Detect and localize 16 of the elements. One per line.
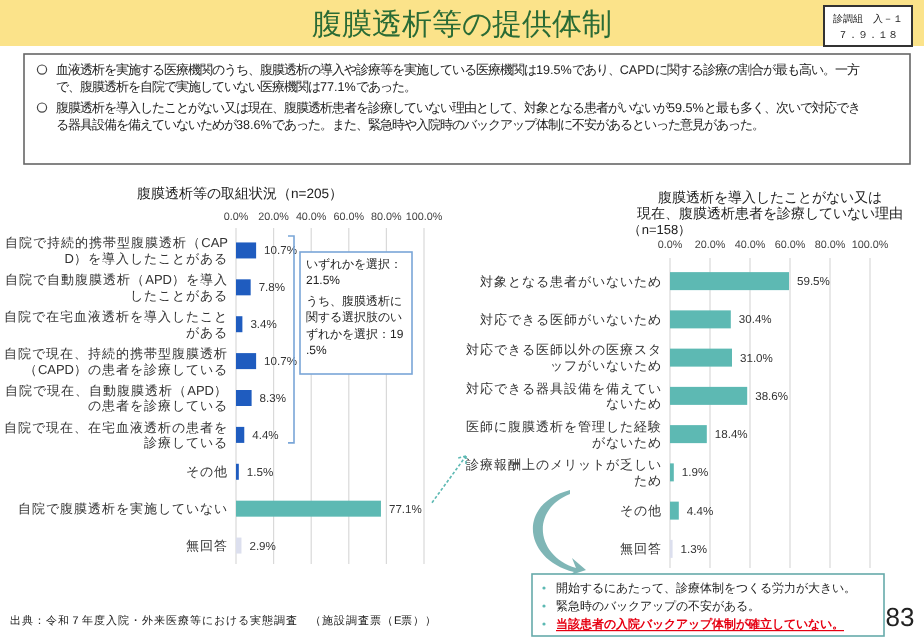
bar	[670, 425, 707, 444]
bar	[236, 537, 242, 554]
text: 腹膜透析等の提供体制	[312, 8, 612, 42]
bar	[236, 242, 257, 259]
bar	[670, 272, 789, 291]
bar	[236, 390, 252, 406]
bar	[670, 310, 731, 329]
bar	[670, 501, 679, 520]
bar	[236, 500, 381, 517]
bar	[670, 386, 748, 405]
text: 83	[885, 602, 915, 632]
bar	[236, 316, 243, 333]
bar	[670, 348, 732, 367]
bar	[236, 353, 257, 370]
bar	[236, 426, 245, 443]
bar	[236, 279, 251, 296]
